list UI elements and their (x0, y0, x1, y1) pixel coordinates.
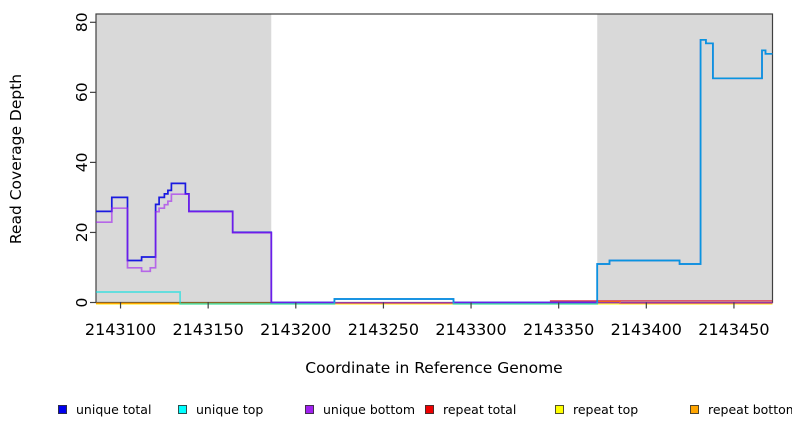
y-axis-title: Read Coverage Depth (7, 73, 25, 245)
legend-label: unique bottom (323, 401, 416, 417)
legend-label: unique top (196, 401, 264, 417)
x-tick-label: 2143100 (85, 320, 156, 339)
y-tick-label: 80 (73, 12, 91, 32)
left-repeat-region (96, 14, 272, 303)
right-repeat-region (597, 14, 773, 303)
x-tick-label: 2143350 (523, 320, 594, 339)
x-tick-label: 2143250 (348, 320, 419, 339)
legend-item-unique-bottom: unique bottom (305, 398, 415, 420)
legend-label: unique total (76, 401, 152, 417)
legend-item-unique-total: unique total (58, 398, 151, 420)
legend-swatch-repeat-bottom (690, 404, 699, 414)
x-tick-label: 2143200 (260, 320, 331, 339)
legend-swatch-unique-total (58, 404, 67, 414)
x-tick-label: 2143450 (698, 320, 769, 339)
x-tick-label: 2143150 (173, 320, 244, 339)
legend-label: repeat total (443, 401, 517, 417)
legend-item-repeat-top: repeat top (555, 398, 638, 420)
legend-item-unique-top: unique top (178, 398, 263, 420)
legend-item-repeat-bottom: repeat bottom (690, 398, 792, 420)
y-tick-label: 40 (73, 153, 91, 173)
legend: unique total unique top unique bottom repea… (0, 398, 792, 422)
legend-swatch-unique-bottom (305, 404, 314, 414)
legend-item-repeat-total: repeat total (425, 398, 516, 420)
y-tick-label: 0 (73, 298, 91, 308)
x-tick-label: 2143400 (611, 320, 682, 339)
legend-label: repeat top (573, 401, 639, 417)
x-axis-title: Coordinate in Reference Genome (305, 359, 563, 377)
x-tick-label: 2143300 (435, 320, 506, 339)
y-tick-label: 20 (73, 223, 91, 243)
legend-swatch-repeat-total (425, 404, 434, 414)
legend-label: repeat bottom (708, 401, 792, 417)
y-tick-label: 60 (73, 82, 91, 102)
legend-swatch-repeat-top (555, 404, 564, 414)
series-line-unique-bottom (96, 193, 773, 304)
series-line-unique-top (96, 38, 773, 305)
legend-swatch-unique-top (178, 404, 187, 414)
